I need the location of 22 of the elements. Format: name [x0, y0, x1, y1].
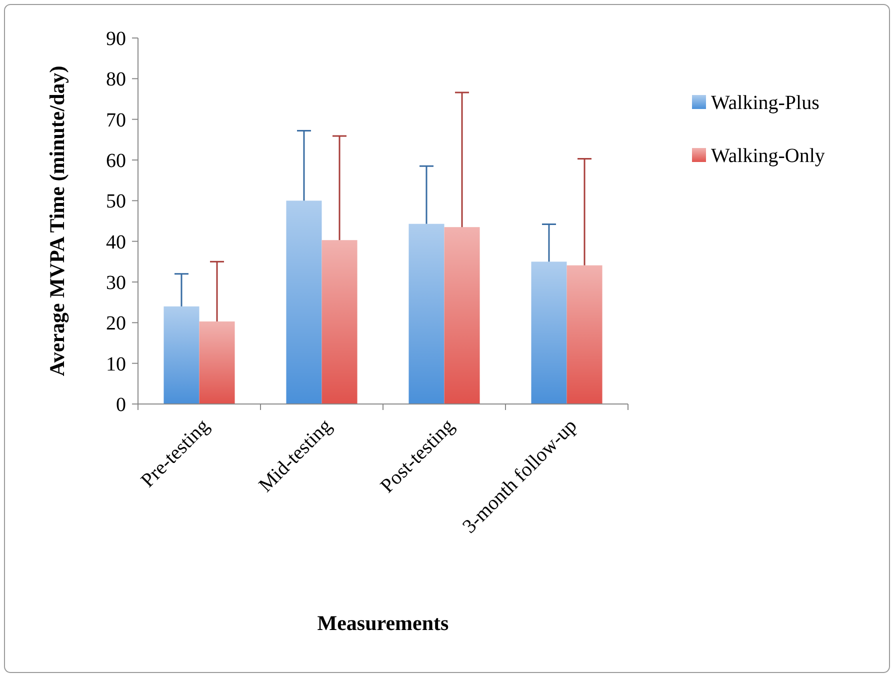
bar — [164, 306, 200, 404]
bar — [286, 200, 322, 404]
bar — [531, 262, 567, 404]
y-tick-label: 20 — [106, 312, 126, 335]
y-tick-label: 30 — [106, 272, 126, 294]
bar — [408, 224, 444, 404]
legend-label: Walking-Only — [711, 145, 825, 167]
x-axis-title: Measurements — [317, 611, 449, 635]
y-tick-label: 50 — [106, 190, 126, 213]
y-tick-label: 70 — [106, 109, 126, 132]
y-tick-label: 60 — [106, 150, 126, 172]
y-tick-label: 10 — [106, 353, 126, 376]
y-tick-label: 0 — [116, 394, 126, 416]
y-tick-label: 90 — [106, 28, 126, 50]
bar — [444, 227, 480, 404]
y-axis-title: Average MVPA Time (minute/day) — [45, 66, 69, 376]
y-tick-label: 40 — [106, 231, 126, 254]
legend-label: Walking-Plus — [711, 92, 820, 114]
bar — [199, 321, 235, 404]
bar — [322, 240, 358, 404]
bar — [566, 265, 602, 404]
y-tick-label: 80 — [106, 68, 126, 91]
